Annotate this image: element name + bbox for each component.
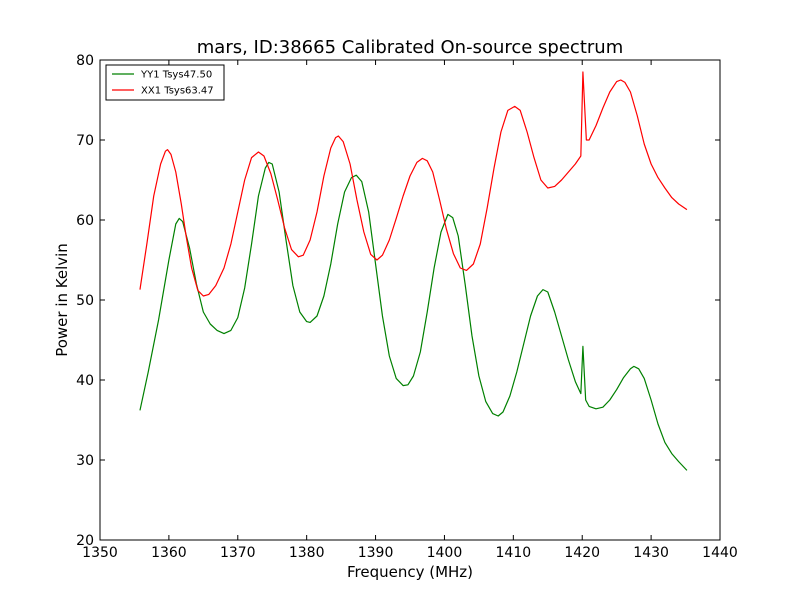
- y-axis-label: Power in Kelvin: [53, 243, 71, 357]
- legend: YY1 Tsys47.50 XX1 Tsys63.47: [105, 64, 225, 101]
- y-tick-label: 70: [76, 133, 94, 149]
- legend-label-0: YY1 Tsys47.50: [140, 70, 212, 81]
- x-tick-label: 1400: [427, 545, 463, 561]
- y-tick-label: 80: [76, 53, 94, 69]
- y-tick-label: 40: [76, 373, 94, 389]
- legend-box: [105, 64, 225, 101]
- x-tick-label: 1350: [82, 545, 118, 561]
- plot-area: [100, 60, 720, 540]
- series-line-0: [139, 161, 688, 471]
- x-tick-label: 1390: [358, 545, 394, 561]
- ticks-layer: 1350 1360 1370 1380 1390 1400 1410 1420 1430 1440…: [76, 53, 738, 561]
- chart-title: mars, ID:38665 Calibrated On-source spec…: [197, 37, 623, 58]
- series-layer: [139, 71, 688, 471]
- x-tick-label: 1370: [220, 545, 256, 561]
- series-line-1: [139, 71, 688, 297]
- x-tick-label: 1410: [496, 545, 532, 561]
- x-axis-label: Frequency (MHz): [347, 563, 473, 581]
- x-tick-label: 1420: [564, 545, 600, 561]
- y-tick-label: 20: [76, 533, 94, 549]
- x-tick-label: 1360: [151, 545, 187, 561]
- y-tick-label: 50: [76, 293, 94, 309]
- x-tick-label: 1440: [702, 545, 738, 561]
- y-tick-label: 60: [76, 213, 94, 229]
- x-tick-label: 1430: [633, 545, 669, 561]
- y-tick-label: 30: [76, 453, 94, 469]
- legend-label-1: XX1 Tsys63.47: [141, 86, 214, 97]
- x-tick-label: 1380: [289, 545, 325, 561]
